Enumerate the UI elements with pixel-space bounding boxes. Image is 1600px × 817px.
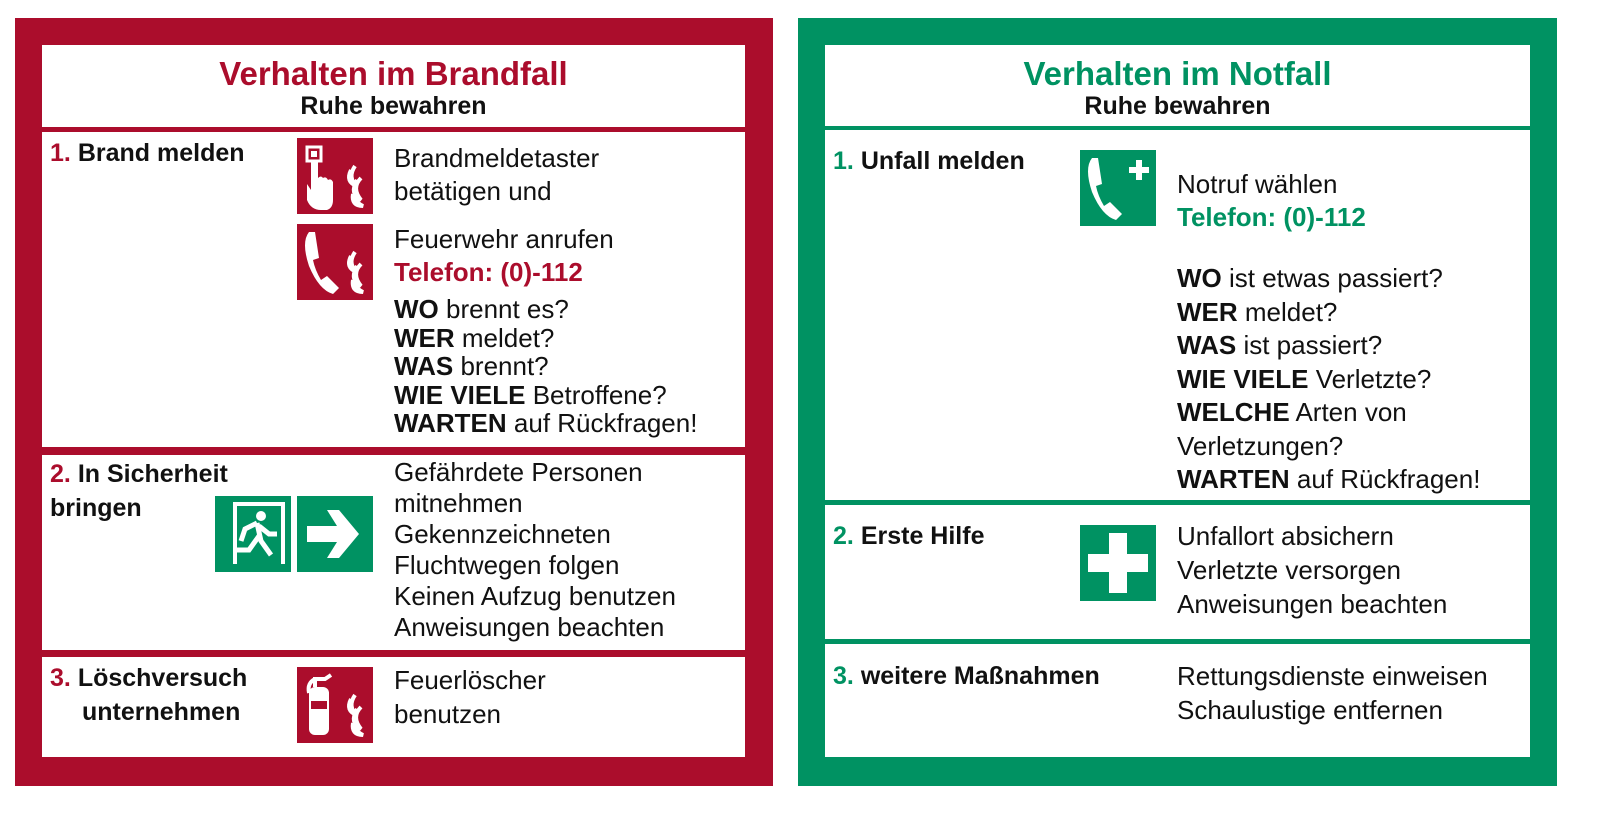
instruction-line: Feuerlöscher (394, 665, 546, 695)
question: WAS ist passiert? (1177, 330, 1383, 360)
instruction-line: Rettungsdienste einweisen (1177, 661, 1488, 691)
section-heading: In Sicherheit (77, 460, 228, 488)
fire-phone-icon (297, 224, 373, 300)
section-number: 2. (50, 460, 71, 488)
section-number: 3. (833, 662, 854, 690)
fire-section-3: 3. Löschversuch unternehmen Feuerlöscher… (42, 657, 745, 757)
emergency-header: Verhalten im Notfall Ruhe bewahren (825, 45, 1530, 126)
fire-extinguisher-icon (297, 667, 373, 743)
section-heading: Erste Hilfe (860, 522, 985, 550)
section-heading: Brand melden (77, 139, 245, 167)
emergency-subtitle: Ruhe bewahren (1084, 92, 1271, 120)
instruction-line: Anweisungen beachten (1177, 589, 1448, 619)
section-heading-line-2: bringen (50, 494, 142, 522)
section-heading: weitere Maßnahmen (860, 662, 1100, 690)
fire-procedure-sign: Verhalten im Brandfall Ruhe bewahren 1. … (15, 18, 773, 786)
instruction-line: Unfallort absichern (1177, 521, 1394, 551)
fire-section-1: 1. Brand melden Brandmeldetaster betätig… (42, 132, 745, 447)
instruction-line: mitnehmen (394, 488, 523, 518)
section-number: 3. (50, 664, 71, 692)
first-aid-icon (1080, 525, 1156, 601)
fire-section-2: 2. In Sicherheit bringen Gefährdete Pers… (42, 455, 745, 650)
report-questions: WO brennt es? WER meldet? WAS brennt? WI… (394, 295, 697, 438)
question: WER meldet? (1177, 296, 1338, 327)
instruction-line: Brandmeldetaster (394, 143, 600, 173)
emergency-phone-number: Telefon: (0)-112 (394, 257, 583, 287)
instruction-line: Verletzte versorgen (1177, 555, 1402, 585)
question: WER meldet? (394, 322, 555, 353)
arrow-right-icon (297, 496, 373, 572)
fire-header: Verhalten im Brandfall Ruhe bewahren (42, 45, 745, 127)
emergency-section-3: 3. weitere Maßnahmen Rettungsdienste ein… (825, 644, 1530, 757)
instruction-line: Schaulustige entfernen (1177, 695, 1443, 725)
question: WIE VIELE Betroffene? (394, 379, 667, 410)
emergency-exit-icon (215, 496, 291, 572)
question: WO brennt es? (394, 294, 569, 324)
question: WAS brennt? (394, 351, 549, 381)
question: WARTEN auf Rückfragen! (394, 408, 698, 438)
section-heading: Unfall melden (860, 147, 1025, 175)
emergency-procedure-sign: Verhalten im Notfall Ruhe bewahren 1. Un… (798, 18, 1557, 786)
fire-title: Verhalten im Brandfall (219, 55, 568, 92)
instruction-line: Feuerwehr anrufen (394, 224, 614, 254)
question: WIE VIELE Verletzte? (1177, 363, 1432, 394)
fire-alarm-call-point-icon (297, 138, 373, 214)
question: WO ist etwas passiert? (1177, 263, 1443, 293)
instruction-line: Gekennzeichneten (394, 519, 611, 549)
instruction-line: Gefährdete Personen (394, 457, 643, 487)
emergency-phone-number: Telefon: (0)-112 (1177, 202, 1366, 232)
first-aid-phone-icon (1080, 150, 1156, 226)
emergency-section-2: 2. Erste Hilfe Unfallort absichern Verle… (825, 505, 1530, 639)
section-heading: Löschversuch (77, 664, 248, 692)
instruction-line: benutzen (394, 699, 501, 729)
emergency-section-1: 1. Unfall melden Notruf wählen Telefon: … (825, 130, 1530, 500)
section-number: 1. (833, 147, 854, 175)
instruction-line: Fluchtwegen folgen (394, 550, 620, 580)
question: WELCHE Arten von (1177, 397, 1407, 427)
instruction-line: betätigen und (394, 176, 552, 206)
section-heading-line-2: unternehmen (82, 698, 241, 726)
question: Verletzungen? (1177, 430, 1344, 461)
section-number: 1. (50, 139, 71, 167)
instruction-line: Keinen Aufzug benutzen (394, 581, 676, 611)
report-questions: WO ist etwas passiert? WER meldet? WAS i… (1177, 262, 1480, 497)
emergency-title: Verhalten im Notfall (1023, 55, 1332, 92)
section-number: 2. (833, 522, 854, 550)
question: WARTEN auf Rückfragen! (1177, 464, 1481, 494)
instruction-line: Anweisungen beachten (394, 612, 665, 642)
instruction-line: Notruf wählen (1177, 169, 1338, 199)
fire-subtitle: Ruhe bewahren (300, 92, 487, 120)
